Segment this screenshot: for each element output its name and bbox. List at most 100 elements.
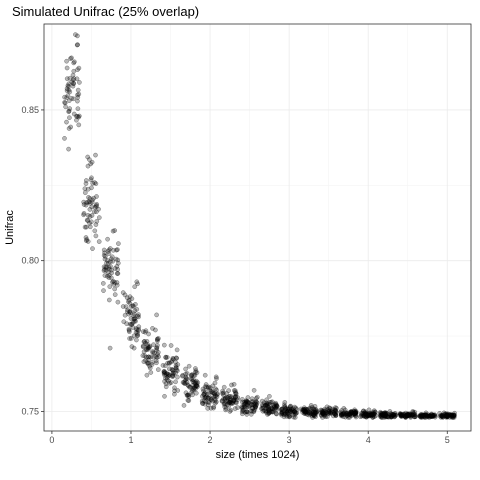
data-point [410,409,416,414]
data-point [106,297,112,303]
data-point [304,409,309,415]
data-point [129,296,135,302]
data-point [266,401,271,407]
data-point [170,370,176,376]
data-point [67,106,73,111]
data-point [229,394,234,400]
data-point [330,413,336,419]
data-point [219,398,225,404]
data-point [266,410,272,416]
data-point [404,413,409,419]
data-point [301,405,307,411]
data-point [353,412,359,418]
data-point [102,273,108,278]
data-point [66,87,72,93]
data-point [366,413,372,419]
data-point [328,410,333,416]
data-point [87,207,93,212]
data-point [353,411,358,416]
data-point [190,385,196,391]
data-point [75,98,80,104]
data-point [250,399,256,404]
data-point [89,213,95,218]
data-point [112,286,118,292]
data-point [408,414,413,419]
data-point [253,404,259,410]
data-point [402,414,408,419]
data-point [173,363,179,368]
data-point [381,413,386,418]
data-point [156,336,161,341]
data-point [331,411,337,417]
data-point [89,199,95,205]
data-point [147,344,152,350]
data-point [105,273,110,279]
data-point [389,414,394,420]
data-point [364,411,370,417]
data-point [160,363,166,368]
data-point [210,383,216,389]
data-point [185,397,191,403]
data-point [242,409,248,415]
data-point [266,406,271,412]
data-point [249,396,255,402]
data-point [366,411,371,417]
data-point [361,412,366,417]
data-point [184,376,190,382]
data-point [155,338,160,344]
data-point [423,415,429,420]
data-point [362,411,368,417]
data-point [223,407,228,413]
data-point [141,349,147,355]
data-point [170,356,176,362]
data-point [105,249,111,254]
data-point [440,414,446,420]
data-point [84,217,90,223]
data-point [81,202,87,207]
data-point [146,354,152,360]
data-point [248,411,254,417]
data-point [62,100,68,106]
data-point [399,413,405,419]
data-point [424,413,430,419]
data-point [289,408,295,414]
data-point [204,394,209,400]
data-point [180,380,186,385]
x-tick-label: 0 [49,435,54,445]
data-point [227,409,233,414]
data-point [223,399,229,404]
data-point [149,359,155,365]
data-point [115,257,121,263]
data-point [272,402,278,407]
data-point [423,413,429,418]
data-point [447,412,453,418]
data-point [183,376,189,382]
data-point [313,410,318,416]
data-point [122,312,128,318]
data-point [127,336,132,341]
data-point [227,398,233,404]
data-point [206,400,212,405]
data-point [378,413,384,418]
data-point [132,316,138,321]
data-point [283,406,289,412]
data-point [378,412,383,418]
data-point [242,401,248,407]
data-point [221,401,227,407]
data-point [62,136,67,141]
data-point [154,347,159,353]
data-point [286,408,291,414]
data-point [214,387,219,393]
data-point [245,400,251,406]
data-point [120,290,126,295]
data-point [417,413,423,419]
data-point [445,414,451,420]
data-point [311,406,317,412]
data-point [87,196,93,201]
data-point [349,409,355,415]
data-point [163,363,168,369]
data-point [199,398,205,404]
data-point [166,361,172,366]
data-point [251,402,257,408]
data-point [361,413,367,419]
